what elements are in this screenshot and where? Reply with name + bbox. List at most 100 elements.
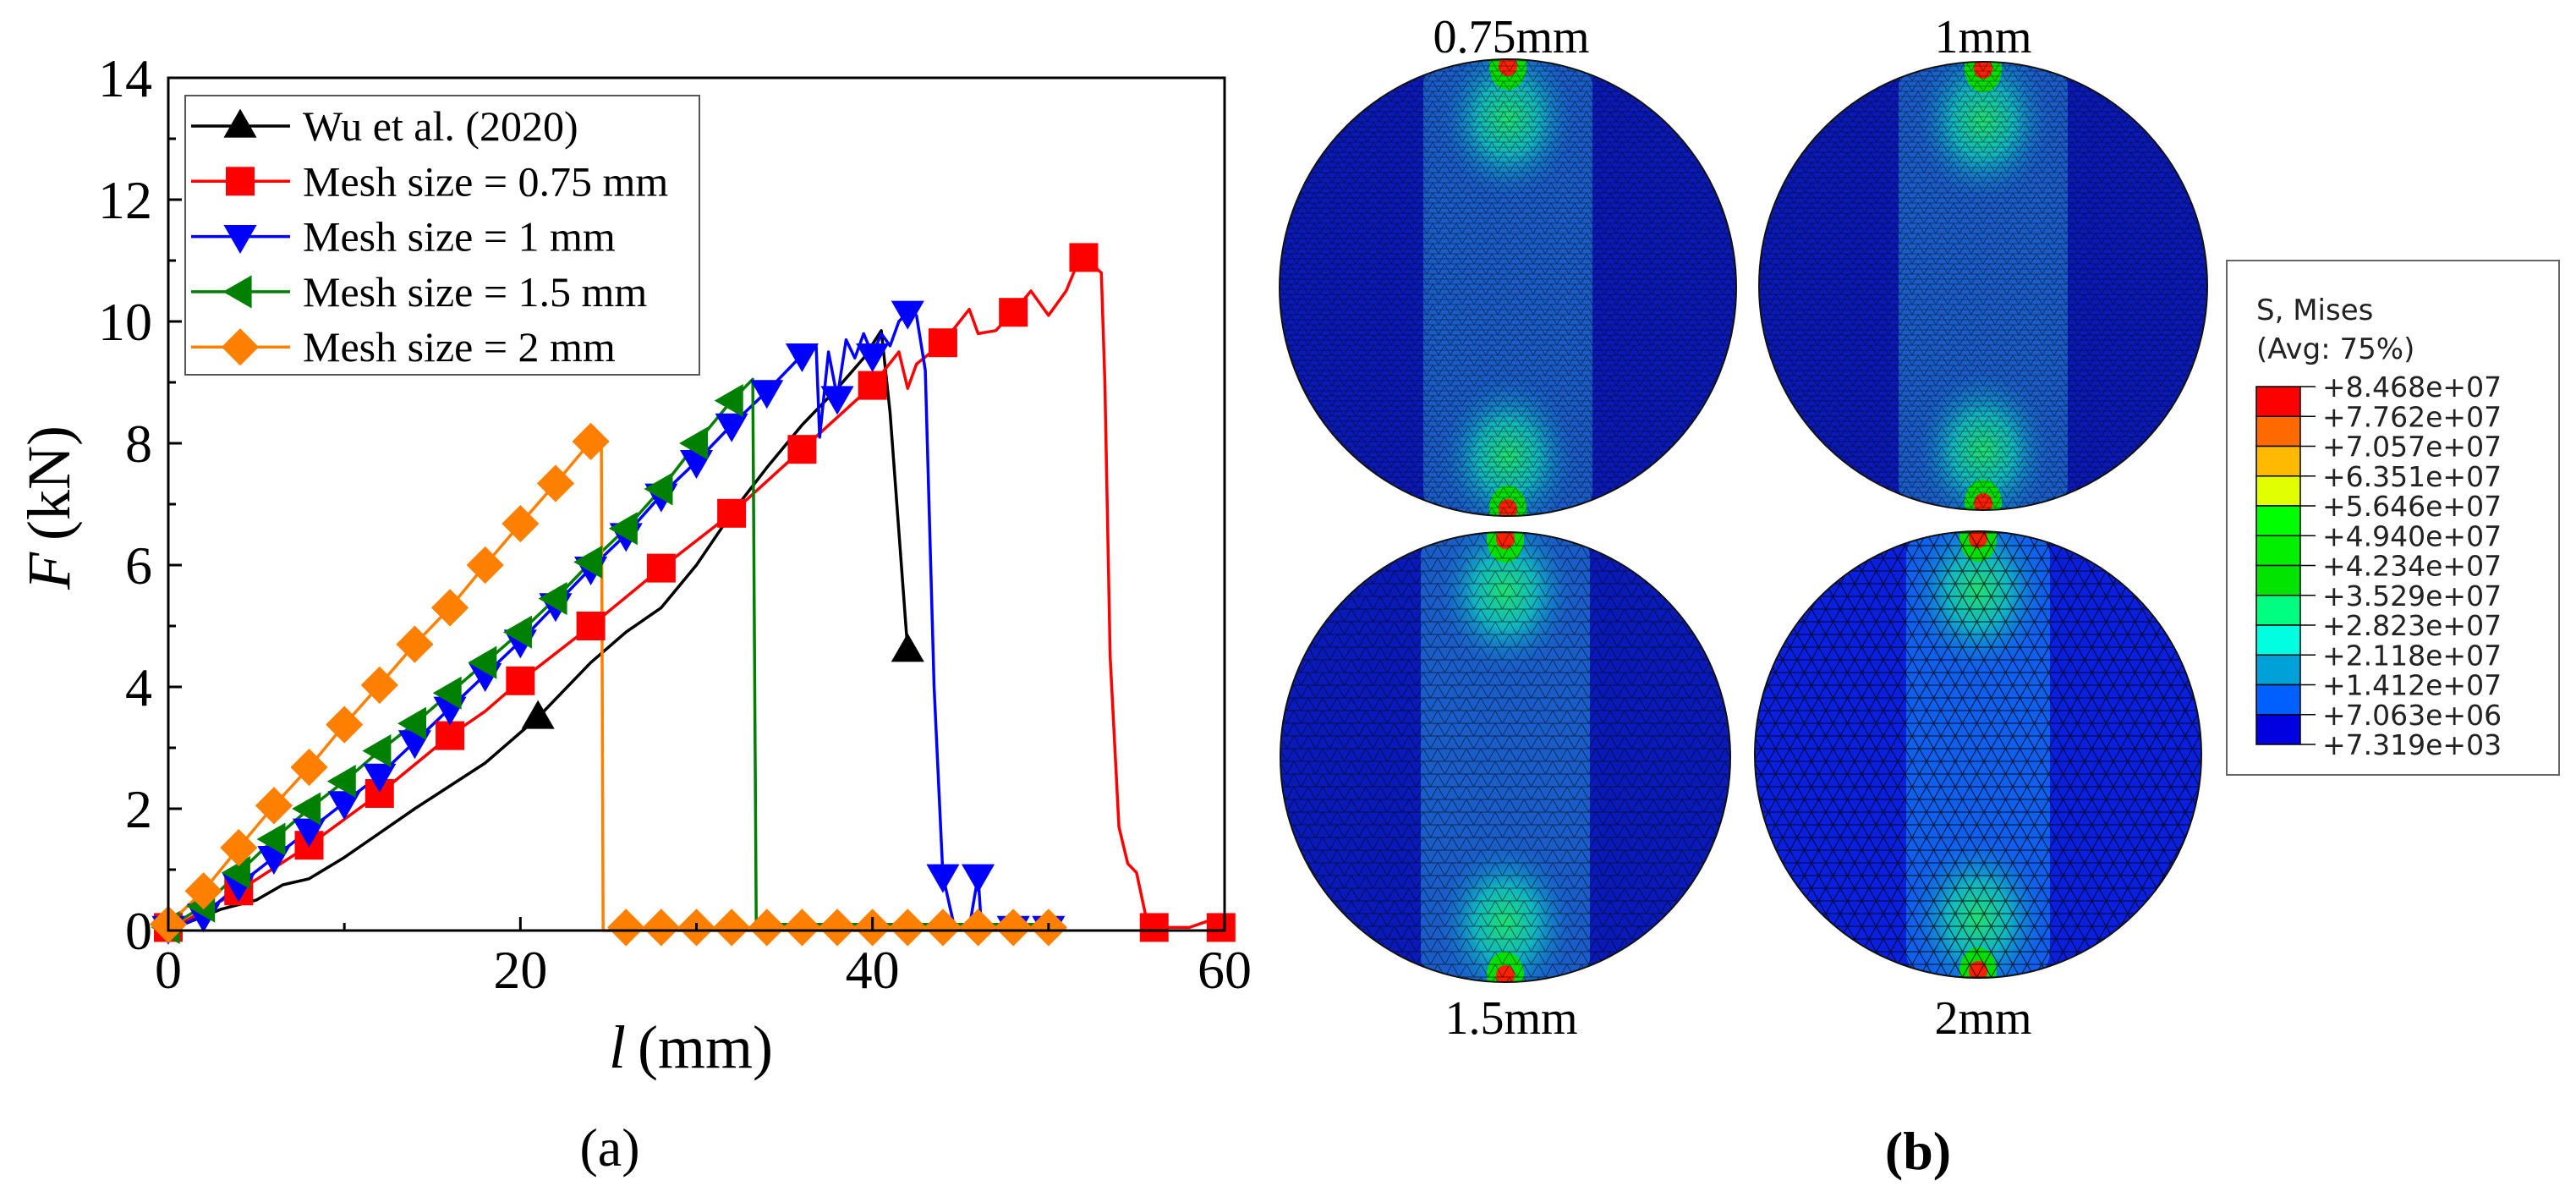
data-point-wu-et-al-2020 (521, 700, 555, 729)
colorbar-level-label: +4.940e+07 (2322, 519, 2502, 552)
data-point-mesh-size-1-mm (715, 413, 748, 442)
x-tick-label: 20 (493, 940, 547, 1000)
mesh-size-label: 1mm (1934, 11, 2031, 63)
x-axis-label: l (mm) (609, 1013, 773, 1081)
colorbar-segment (2255, 624, 2301, 656)
specimen-outline (1280, 531, 1731, 983)
data-point-mesh-size-2-mm (889, 909, 927, 947)
colorbar-level-label: +7.063e+06 (2322, 699, 2502, 732)
legend-item: Mesh size = 1 mm (191, 213, 616, 261)
data-point-mesh-size-0-75-mm (1069, 243, 1099, 272)
data-point-mesh-size-0-75-mm (646, 553, 676, 583)
y-tick-label: 14 (98, 48, 152, 108)
legend-marker (222, 275, 252, 309)
data-point-mesh-size-0-75-mm (1206, 913, 1236, 942)
data-point-mesh-size-0-75-mm (506, 666, 535, 695)
data-point-mesh-size-2-mm (255, 787, 293, 825)
stress-contour-panels: 0.75mm 1mm 1.5mm 2mm (1279, 11, 2208, 1045)
colorbar-level-label: +5.646e+07 (2322, 490, 2502, 523)
data-point-mesh-size-1-mm (891, 300, 924, 330)
mesh-grid (1280, 59, 1736, 516)
data-point-mesh-size-1-5-mm (644, 472, 673, 506)
data-point-mesh-size-1-5-mm (714, 384, 743, 418)
y-axis-unit: (kN) (15, 426, 83, 541)
data-point-mesh-size-2-mm (783, 909, 821, 947)
data-point-mesh-size-0-75-mm (787, 435, 817, 464)
y-tick-label: 12 (98, 170, 152, 230)
colorbar-level-label: +7.762e+07 (2322, 400, 2502, 433)
data-point-mesh-size-2-mm (184, 872, 222, 910)
legend-label: Mesh size = 1 mm (303, 213, 616, 261)
y-axis-label: F (kN) (15, 426, 83, 590)
legend: Wu et al. (2020) Mesh size = 0.75 mm Mesh … (184, 95, 700, 376)
data-point-mesh-size-1-5-mm (256, 822, 286, 856)
mesh-size-label: 0.75mm (1433, 11, 1589, 63)
mesh-grid (1759, 62, 2207, 510)
data-point-mesh-size-0-75-mm (858, 371, 887, 400)
contour-plot-1mm: 1mm (1758, 11, 2208, 511)
series-line-wu-et-al-2020 (167, 329, 910, 932)
colorbar-segment (2255, 475, 2301, 507)
mesh-grid (1755, 531, 2201, 978)
data-point-mesh-size-1-5-mm (573, 545, 603, 579)
data-point-mesh-size-2-mm (536, 464, 575, 502)
data-point-mesh-size-0-75-mm (999, 298, 1028, 327)
mesh-size-label: 2mm (1934, 992, 2031, 1045)
data-point-mesh-size-1-5-mm (362, 734, 392, 768)
y-tick-label: 4 (125, 657, 152, 717)
data-point-mesh-size-2-mm (396, 625, 434, 663)
data-point-mesh-size-1-5-mm (538, 582, 567, 616)
colorbar-segment (2255, 386, 2301, 417)
legend-marker (226, 167, 255, 196)
data-point-mesh-size-1-mm (820, 386, 854, 415)
colorbar-level-label: +7.319e+03 (2322, 728, 2502, 761)
specimen-outline (1279, 58, 1737, 517)
colorbar-level-label: +3.529e+07 (2322, 579, 2502, 612)
y-tick-label: 8 (125, 414, 152, 474)
x-axis-variable: l (609, 1013, 626, 1081)
data-point-mesh-size-2-mm (713, 909, 751, 947)
colorbar-segment (2255, 684, 2301, 716)
data-point-mesh-size-1-5-mm (326, 765, 356, 799)
colorbar-segment (2255, 564, 2301, 596)
data-point-mesh-size-1-5-mm (679, 426, 709, 460)
data-point-mesh-size-1-5-mm (502, 615, 532, 649)
data-point-mesh-size-1-5-mm (397, 706, 427, 740)
x-tick-label: 0 (155, 940, 182, 1000)
colorbar-level-label: +6.351e+07 (2322, 460, 2502, 493)
legend-label: Mesh size = 2 mm (303, 323, 616, 371)
colorbar-segment (2255, 654, 2301, 686)
tick-labels: 0 20 40 60 0 2 4 6 8 10 12 14 (98, 48, 1252, 1000)
data-point-mesh-size-2-mm (572, 422, 610, 460)
data-point-mesh-size-2-mm (607, 909, 645, 947)
colorbar-level-label: +1.412e+07 (2322, 669, 2502, 702)
legend-item: Mesh size = 1.5 mm (191, 268, 647, 316)
mesh-size-label: 1.5mm (1444, 992, 1577, 1045)
y-tick-label: 6 (125, 535, 152, 596)
data-point-mesh-size-2-mm (818, 909, 857, 947)
legend-item: Mesh size = 0.75 mm (191, 157, 668, 205)
colorbar-level-label: +2.118e+07 (2322, 639, 2502, 672)
y-tick-label: 0 (125, 901, 152, 961)
data-point-mesh-size-1-mm (962, 864, 995, 893)
contour-plot-2mm: 2mm (1754, 530, 2202, 1045)
data-point-mesh-size-1-mm (785, 343, 819, 372)
colorbar-segment (2255, 595, 2301, 626)
x-axis-unit: (mm) (638, 1013, 773, 1081)
legend-marker (223, 108, 257, 138)
data-point-mesh-size-1-mm (327, 791, 361, 821)
data-point-mesh-size-1-5-mm (432, 676, 462, 710)
legend-item: Mesh size = 2 mm (191, 323, 616, 371)
colorbar-level-label: +2.823e+07 (2322, 609, 2502, 642)
data-point-mesh-size-1-mm (926, 864, 960, 893)
y-tick-label: 2 (125, 779, 152, 839)
data-point-mesh-size-2-mm (959, 909, 997, 947)
data-point-mesh-size-1-mm (856, 343, 890, 372)
legend-label: Mesh size = 0.75 mm (303, 157, 668, 205)
colorbar-level-label: +7.057e+07 (2322, 431, 2502, 464)
legend-marker (221, 328, 260, 366)
contour-plot-1.5mm: 1.5mm (1280, 531, 1731, 1045)
specimen-outline (1754, 530, 2202, 979)
data-point-mesh-size-1-5-mm (221, 856, 250, 890)
x-tick-label: 60 (1198, 940, 1252, 1000)
